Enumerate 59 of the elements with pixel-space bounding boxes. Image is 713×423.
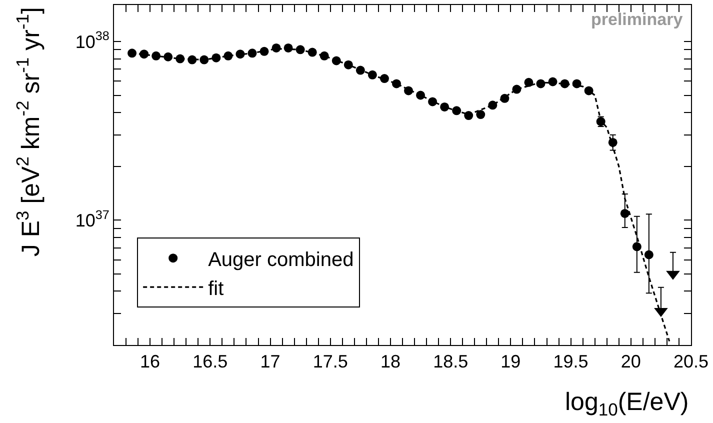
x-tick-label: 20.5 <box>673 352 709 372</box>
point <box>536 79 546 88</box>
point <box>164 52 173 62</box>
legend-label: Auger combined <box>208 248 354 271</box>
x-tick-label: 17.5 <box>312 352 348 372</box>
point <box>644 250 654 260</box>
point <box>368 70 377 80</box>
point <box>392 79 401 88</box>
x-axis-title: log$_{10}$(E/eV) <box>565 388 689 420</box>
point <box>344 60 353 70</box>
point <box>200 55 209 64</box>
x-tick-label: 18 <box>380 352 400 372</box>
point <box>464 111 474 120</box>
point <box>236 50 245 59</box>
point <box>632 242 642 252</box>
point <box>308 48 317 57</box>
point <box>212 53 221 62</box>
point <box>260 46 269 56</box>
point <box>152 51 161 60</box>
point <box>296 45 305 54</box>
point <box>140 50 149 59</box>
point <box>584 86 594 96</box>
point <box>428 97 438 106</box>
point <box>188 55 197 64</box>
point <box>128 48 137 58</box>
point <box>284 43 293 52</box>
point <box>272 43 281 52</box>
point <box>248 48 257 58</box>
x-tick-label: 17 <box>260 352 280 372</box>
point <box>356 66 365 75</box>
annotation: preliminary <box>591 10 684 29</box>
point <box>404 86 414 96</box>
point <box>380 74 389 84</box>
x-tick-label: 18.5 <box>433 352 468 372</box>
point <box>440 102 450 112</box>
point <box>548 77 558 86</box>
point <box>476 110 486 120</box>
point <box>332 56 341 66</box>
point <box>488 100 498 110</box>
point <box>620 208 630 218</box>
x-tick-label: 19.5 <box>553 352 588 372</box>
x-tick-label: 19 <box>500 352 521 372</box>
y-tick-label: 10$^{38}$ <box>75 29 110 52</box>
point <box>500 94 510 103</box>
point <box>224 51 233 60</box>
y-tick-label: 10$^{37}$ <box>75 208 110 230</box>
point <box>452 106 462 116</box>
point <box>524 78 534 87</box>
x-tick-label: 20 <box>620 352 641 372</box>
point <box>560 79 570 88</box>
point <box>176 54 185 64</box>
point <box>608 138 618 147</box>
x-tick-label: 16.5 <box>192 352 228 372</box>
point <box>416 90 426 100</box>
legend-label: fit <box>208 278 224 300</box>
point <box>512 84 522 94</box>
x-tick-label: 16 <box>140 352 160 372</box>
point <box>572 79 582 88</box>
point <box>320 51 329 60</box>
